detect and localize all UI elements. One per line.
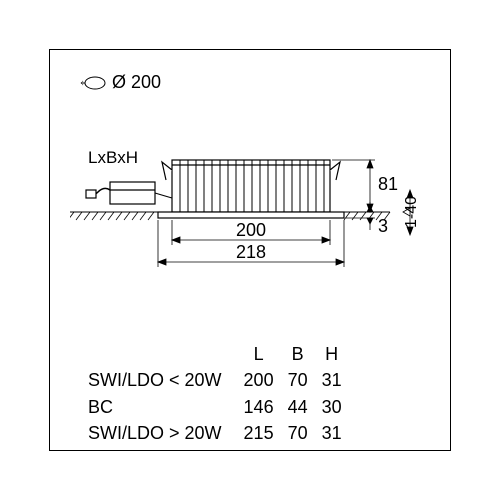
technical-drawing: 200 218 81 3 (70, 140, 430, 310)
dim-width-inner: 200 (236, 220, 266, 240)
diagram-frame: Ø 200 LxBxH (49, 49, 451, 451)
table-row: SWI/LDO > 20W 215 70 31 (82, 421, 348, 445)
dim-range: 1-40 (403, 196, 420, 228)
dim-width-outer: 218 (236, 242, 266, 262)
table-header-row: L B H (82, 342, 348, 366)
table-row: BC 146 44 30 (82, 395, 348, 419)
dimensions-table: L B H SWI/LDO < 20W 200 70 31 BC 146 44 … (80, 340, 350, 447)
diameter-label: Ø 200 (80, 72, 161, 93)
diameter-text: Ø 200 (112, 72, 161, 93)
table-row: SWI/LDO < 20W 200 70 31 (82, 368, 348, 392)
ellipse-icon (80, 75, 106, 91)
col-L: L (238, 342, 280, 366)
col-B: B (282, 342, 314, 366)
col-H: H (316, 342, 348, 366)
dim-height-below: 3 (378, 216, 388, 236)
dim-height-above: 81 (378, 174, 398, 194)
